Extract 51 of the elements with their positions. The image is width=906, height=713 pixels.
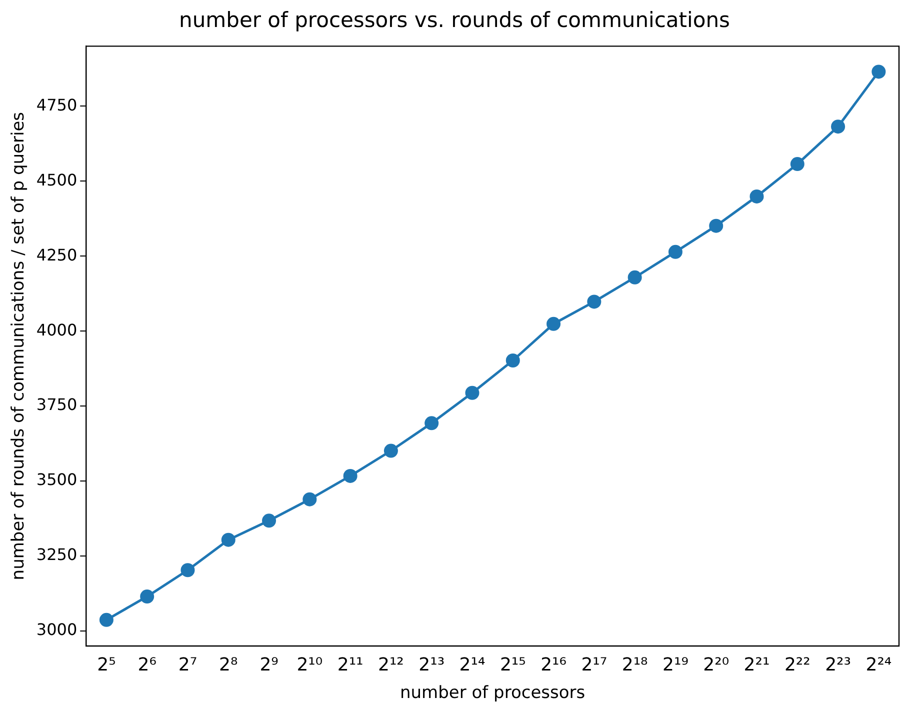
- y-tick-label: 4750: [36, 95, 78, 114]
- y-tick-label: 4250: [36, 245, 78, 264]
- x-tick-label: 2⁶: [138, 654, 156, 676]
- x-tick-label: 2¹³: [418, 654, 445, 676]
- point: [99, 612, 114, 627]
- x-tick-label: 2⁷: [178, 654, 198, 676]
- point: [506, 353, 520, 368]
- point: [709, 218, 724, 233]
- point: [140, 590, 154, 604]
- y-axis-title: number of rounds of communications / set of p queries: [8, 112, 29, 580]
- x-tick-label: 2¹⁵: [500, 654, 526, 676]
- point: [750, 189, 764, 204]
- point: [872, 64, 886, 79]
- point: [221, 532, 236, 547]
- x-tick-label: 2²²: [784, 654, 810, 676]
- point: [587, 294, 602, 309]
- point: [384, 444, 398, 458]
- x-tick-label: 2¹⁶: [540, 654, 566, 676]
- y-tick-label: 3500: [36, 470, 78, 490]
- x-tick-label: 2¹²: [378, 654, 404, 676]
- point: [790, 157, 804, 172]
- x-tick-label: 2¹⁰: [296, 654, 323, 676]
- point: [668, 244, 682, 259]
- x-tick-label: 2¹⁴: [459, 654, 486, 676]
- x-tick-label: 2¹⁷: [581, 654, 608, 676]
- x-tick-label: 2¹¹: [337, 654, 364, 676]
- x-tick-label: 2⁹: [260, 654, 278, 676]
- x-tick-label: 2²¹: [744, 654, 770, 676]
- y-tick-label: 4500: [36, 170, 78, 190]
- point: [831, 120, 846, 134]
- point: [180, 563, 195, 578]
- point: [465, 386, 480, 400]
- x-tick-label: 2¹⁸: [622, 654, 648, 676]
- x-tick-label: 2²³: [825, 654, 851, 676]
- point: [302, 492, 317, 506]
- y-tick-label: 3250: [36, 545, 78, 564]
- point: [343, 468, 358, 483]
- x-tick-label: 2¹⁹: [662, 654, 688, 676]
- y-tick-label: 4000: [36, 320, 78, 340]
- point: [262, 514, 276, 528]
- x-tick-label: 2⁸: [219, 654, 238, 676]
- point: [546, 316, 561, 331]
- chart-title: number of processors vs. rounds of communications: [179, 8, 730, 32]
- point: [628, 270, 642, 284]
- x-tick-label: 2⁵: [97, 654, 116, 676]
- x-axis-title: number of processors: [400, 683, 586, 704]
- y-tick-label: 3750: [36, 395, 78, 414]
- y-tick-label: 3000: [36, 620, 78, 640]
- x-tick-label: 2²⁴: [866, 654, 892, 676]
- point: [424, 416, 439, 430]
- x-tick-label: 2²⁰: [703, 654, 730, 676]
